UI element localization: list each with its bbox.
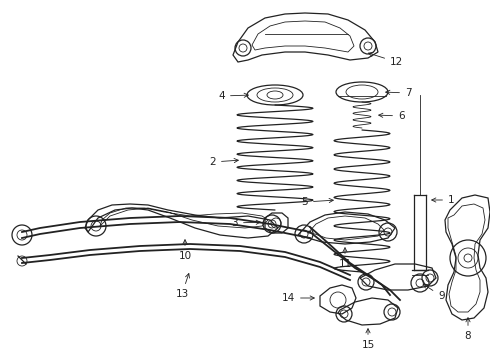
Text: 15: 15 [361, 329, 375, 350]
Text: 9: 9 [423, 284, 444, 301]
Text: 5: 5 [301, 197, 333, 207]
Text: 3: 3 [231, 218, 260, 228]
Text: 6: 6 [379, 111, 405, 121]
Text: 12: 12 [368, 53, 403, 67]
Text: 10: 10 [178, 240, 192, 261]
Text: 4: 4 [219, 91, 248, 101]
Text: 13: 13 [175, 274, 190, 299]
Text: 2: 2 [209, 157, 238, 167]
Text: 11: 11 [339, 248, 352, 269]
Text: 1: 1 [432, 195, 455, 205]
Text: 8: 8 [465, 318, 471, 341]
Text: 7: 7 [386, 88, 412, 98]
Text: 14: 14 [282, 293, 314, 303]
